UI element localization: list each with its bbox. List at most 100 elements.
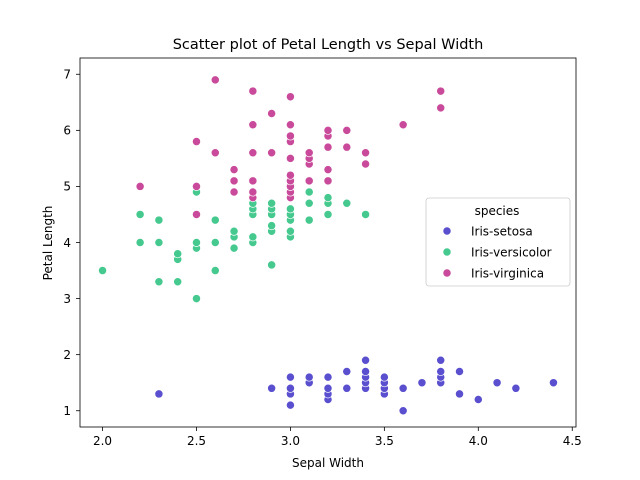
data-point: [135, 238, 145, 247]
chart-title: Scatter plot of Petal Length vs Sepal Wi…: [173, 37, 484, 53]
points-layer: [98, 75, 558, 416]
data-point: [398, 383, 408, 393]
data-point: [173, 249, 183, 259]
data-point: [285, 120, 295, 130]
data-point: [154, 238, 164, 247]
data-point: [304, 187, 314, 197]
data-point: [267, 148, 277, 158]
data-point: [285, 372, 295, 382]
data-point: [210, 266, 220, 275]
legend-marker: [442, 247, 452, 257]
data-point: [323, 372, 333, 382]
data-point: [192, 294, 201, 304]
x-axis-label: Sepal Width: [292, 456, 364, 470]
data-point: [98, 266, 107, 275]
data-point: [173, 277, 183, 287]
data-point: [210, 238, 220, 247]
data-point: [361, 148, 371, 158]
legend-label: Iris-setosa: [471, 224, 533, 238]
data-point: [192, 137, 201, 147]
legend-title: species: [475, 204, 520, 218]
data-point: [285, 226, 295, 236]
data-point: [304, 176, 314, 186]
data-point: [285, 204, 295, 214]
data-point: [210, 148, 220, 158]
x-tick-label: 4.0: [469, 434, 488, 448]
data-point: [135, 210, 145, 219]
y-tick-label: 2: [63, 348, 71, 362]
data-point: [417, 378, 427, 388]
data-point: [323, 193, 333, 203]
data-point: [549, 378, 558, 388]
x-axis: 2.0 2.5 3.0 3.5 4.0 4.5: [93, 427, 582, 448]
data-point: [304, 372, 314, 382]
y-tick-label: 6: [63, 124, 71, 138]
y-axis-label: Petal Length: [41, 206, 55, 281]
data-point: [248, 86, 258, 96]
data-point: [192, 210, 201, 219]
data-point: [436, 103, 446, 113]
data-point: [229, 243, 239, 253]
data-point: [492, 378, 502, 388]
y-tick-label: 7: [63, 68, 71, 82]
legend-marker: [442, 226, 452, 236]
y-tick-label: 3: [63, 292, 71, 306]
data-point: [398, 120, 408, 130]
data-point: [267, 109, 277, 118]
x-tick-label: 2.0: [93, 434, 112, 448]
y-tick-label: 1: [63, 404, 71, 418]
data-point: [192, 181, 201, 191]
data-point: [248, 232, 258, 242]
data-point: [342, 198, 352, 208]
data-point: [154, 215, 164, 225]
data-point: [285, 153, 295, 163]
data-point: [210, 75, 220, 85]
y-tick-label: 5: [63, 180, 71, 194]
data-point: [511, 383, 521, 393]
data-point: [135, 181, 145, 191]
data-point: [267, 260, 277, 270]
data-point: [304, 148, 314, 158]
data-point: [323, 142, 333, 152]
data-point: [436, 367, 446, 376]
data-point: [361, 367, 371, 376]
legend-label: Iris-versicolor: [471, 245, 552, 259]
data-point: [229, 226, 239, 236]
data-point: [473, 395, 483, 404]
data-point: [229, 165, 239, 175]
data-point: [323, 210, 333, 219]
data-point: [398, 406, 408, 416]
data-point: [248, 187, 258, 197]
data-point: [361, 355, 371, 365]
data-point: [361, 159, 371, 169]
data-point: [304, 198, 314, 208]
data-point: [285, 92, 295, 102]
data-point: [342, 142, 352, 152]
data-point: [455, 367, 464, 376]
x-tick-label: 4.5: [563, 434, 582, 448]
legend-label: Iris-virginica: [471, 266, 544, 280]
data-point: [342, 383, 352, 393]
data-point: [285, 400, 295, 410]
data-point: [267, 221, 277, 231]
data-point: [192, 238, 201, 247]
data-point: [267, 198, 277, 208]
data-point: [361, 210, 371, 219]
legend-marker: [442, 268, 452, 278]
legend: species Iris-setosa Iris-versicolor Iris-v…: [425, 197, 571, 287]
legend-entries: Iris-setosa Iris-versicolor Iris-virginica: [442, 224, 552, 280]
data-point: [436, 86, 446, 96]
y-tick-label: 4: [63, 236, 71, 250]
data-point: [436, 355, 446, 365]
data-point: [323, 383, 333, 393]
data-point: [229, 187, 239, 197]
data-point: [229, 176, 239, 186]
legend-box: [425, 197, 571, 287]
data-point: [154, 277, 164, 287]
data-point: [342, 125, 352, 135]
x-tick-label: 2.5: [187, 434, 206, 448]
data-point: [248, 148, 258, 158]
data-point: [323, 165, 333, 175]
data-point: [285, 170, 295, 180]
